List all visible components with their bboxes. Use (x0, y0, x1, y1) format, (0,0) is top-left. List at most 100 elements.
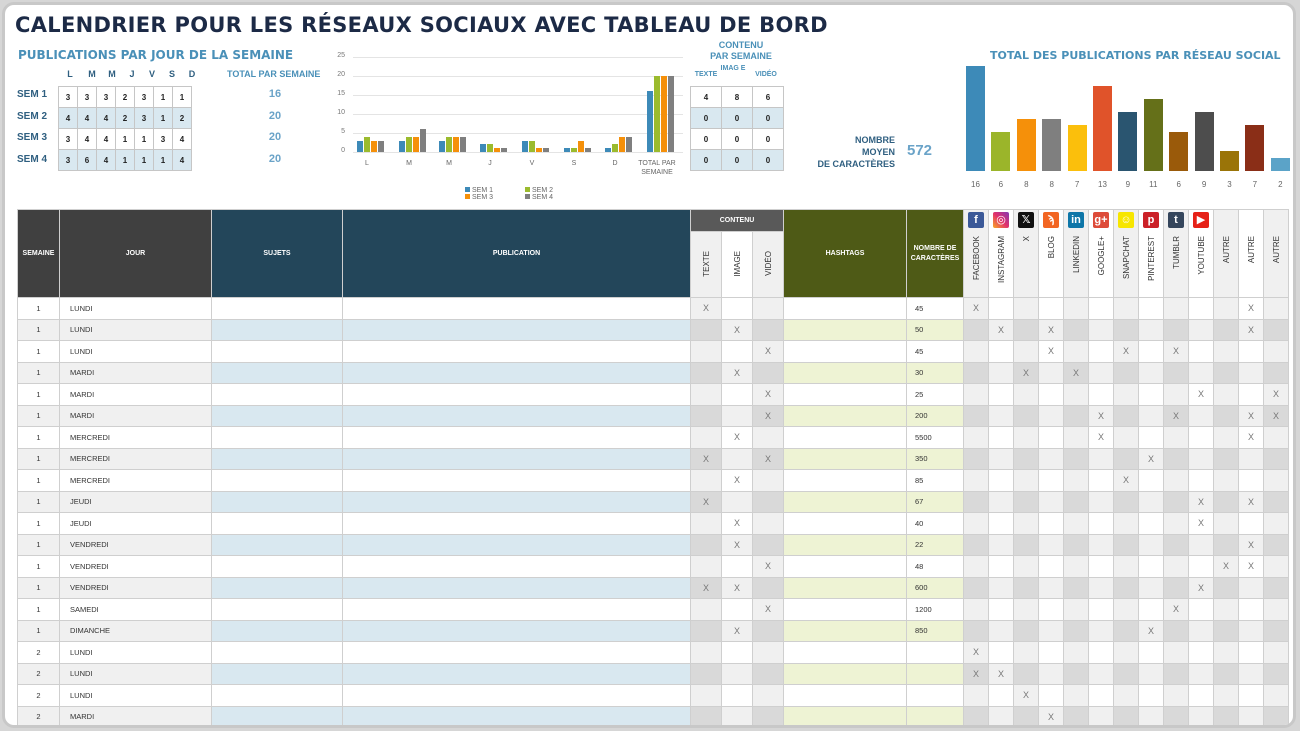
video-cell[interactable] (752, 426, 784, 449)
network-cell[interactable] (963, 555, 989, 578)
image-cell[interactable]: X (721, 318, 753, 341)
network-cell[interactable] (1263, 662, 1289, 685)
network-cell[interactable] (1164, 728, 1189, 729)
nombre-caracteres-cell[interactable]: 40 (906, 512, 964, 535)
network-cell[interactable] (1163, 383, 1189, 406)
hashtags-cell[interactable] (783, 447, 907, 470)
publication-cell[interactable] (342, 533, 691, 556)
network-cell[interactable] (1238, 598, 1264, 621)
network-cell[interactable] (1088, 598, 1114, 621)
network-cell[interactable] (988, 447, 1014, 470)
network-cell[interactable] (1188, 297, 1214, 320)
network-cell[interactable] (1213, 404, 1239, 427)
network-cell[interactable] (1163, 619, 1189, 642)
network-cell[interactable] (1138, 383, 1164, 406)
network-cell[interactable] (1063, 469, 1089, 492)
network-cell[interactable] (1113, 576, 1139, 599)
week-day-count[interactable]: 1 (153, 86, 173, 108)
network-cell[interactable] (963, 490, 989, 513)
texte-cell[interactable] (690, 383, 722, 406)
network-cell[interactable] (988, 297, 1014, 320)
semaine-cell[interactable]: 2 (17, 684, 60, 707)
nombre-caracteres-cell[interactable]: 30 (906, 361, 964, 384)
jour-cell[interactable]: LUNDI (59, 684, 212, 707)
video-cell[interactable]: X (752, 447, 784, 470)
video-cell[interactable] (752, 297, 784, 320)
network-cell[interactable] (1013, 404, 1039, 427)
network-cell[interactable] (1163, 361, 1189, 384)
texte-cell[interactable] (691, 728, 722, 729)
network-cell[interactable]: X (1138, 619, 1164, 642)
hashtags-cell[interactable] (783, 684, 907, 707)
network-cell[interactable] (1163, 318, 1189, 341)
jour-cell[interactable]: LUNDI (59, 318, 212, 341)
network-cell[interactable]: X (1113, 340, 1139, 363)
hashtags-cell[interactable] (783, 576, 907, 599)
texte-cell[interactable] (690, 555, 722, 578)
hashtags-cell[interactable] (783, 340, 907, 363)
week-day-count[interactable]: 1 (115, 128, 135, 150)
hashtags-cell[interactable] (783, 383, 907, 406)
content-count[interactable]: 0 (721, 128, 753, 150)
publication-cell[interactable] (342, 297, 691, 320)
network-cell[interactable] (1138, 404, 1164, 427)
network-cell[interactable] (1063, 533, 1089, 556)
network-cell[interactable] (1163, 512, 1189, 535)
network-cell[interactable] (1163, 297, 1189, 320)
texte-cell[interactable] (690, 404, 722, 427)
network-cell[interactable] (1213, 383, 1239, 406)
network-cell[interactable] (1013, 383, 1039, 406)
network-cell[interactable] (1063, 383, 1089, 406)
video-cell[interactable] (753, 728, 784, 729)
network-cell[interactable] (1263, 447, 1289, 470)
week-day-count[interactable]: 1 (153, 107, 173, 129)
network-cell[interactable] (963, 533, 989, 556)
network-cell[interactable] (988, 555, 1014, 578)
network-cell[interactable] (1263, 598, 1289, 621)
texte-cell[interactable]: X (690, 297, 722, 320)
network-cell[interactable] (1238, 705, 1264, 725)
network-cell[interactable]: X (1238, 533, 1264, 556)
bar[interactable] (661, 76, 667, 152)
network-cell[interactable] (1013, 662, 1039, 685)
content-count[interactable]: 0 (752, 107, 784, 129)
network-cell[interactable] (1138, 576, 1164, 599)
network-cell[interactable] (988, 533, 1014, 556)
publication-cell[interactable] (342, 598, 691, 621)
network-cell[interactable] (1088, 705, 1114, 725)
semaine-cell[interactable]: 2 (17, 641, 60, 664)
header-image[interactable]: IMAGE (721, 231, 753, 298)
network-cell[interactable] (963, 361, 989, 384)
network-cell[interactable] (1038, 447, 1064, 470)
network-cell[interactable]: X (963, 662, 989, 685)
week-day-count[interactable]: 4 (58, 107, 78, 129)
bar[interactable] (564, 148, 570, 152)
publication-cell[interactable] (342, 641, 691, 664)
semaine-cell[interactable]: 1 (17, 512, 60, 535)
network-cell[interactable] (1188, 426, 1214, 449)
hashtags-cell[interactable] (783, 361, 907, 384)
network-cell[interactable] (1263, 490, 1289, 513)
nombre-caracteres-cell[interactable]: 45 (906, 340, 964, 363)
header-jour[interactable]: JOUR (59, 209, 212, 298)
network-cell[interactable] (1138, 361, 1164, 384)
video-cell[interactable]: X (752, 383, 784, 406)
network-cell[interactable]: X (963, 297, 989, 320)
bar[interactable] (399, 140, 405, 152)
nombre-caracteres-cell[interactable]: 5500 (906, 426, 964, 449)
network-cell[interactable] (988, 705, 1014, 725)
week-day-count[interactable]: 4 (77, 128, 97, 150)
header-network-blog[interactable]: ϡ BLOG (1038, 209, 1064, 298)
sujets-cell[interactable] (211, 533, 343, 556)
network-cell[interactable] (1063, 512, 1089, 535)
network-cell[interactable] (1213, 533, 1239, 556)
network-cell[interactable] (1063, 684, 1089, 707)
network-cell[interactable] (1038, 383, 1064, 406)
network-bar[interactable] (1143, 98, 1163, 171)
video-cell[interactable] (752, 641, 784, 664)
network-cell[interactable] (1213, 340, 1239, 363)
content-count[interactable]: 6 (752, 86, 784, 108)
header-publication[interactable]: PUBLICATION (342, 209, 691, 298)
content-count[interactable]: 0 (690, 149, 722, 171)
header-network-youtube[interactable]: ▶ YOUTUBE (1188, 209, 1214, 298)
